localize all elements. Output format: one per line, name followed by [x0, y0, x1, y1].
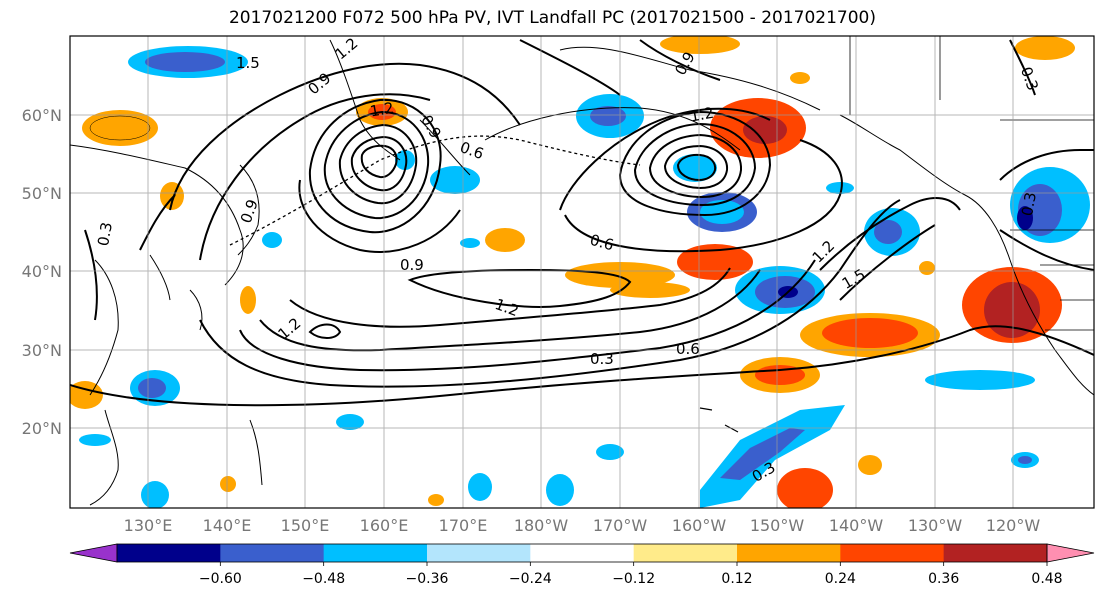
lat-label: 20°N	[22, 419, 62, 438]
colorbar-segment	[840, 544, 945, 562]
lon-label: 180°W	[514, 516, 569, 535]
colorbar-segment	[943, 544, 1048, 562]
colorbar-ticks: −0.60 −0.48 −0.36 −0.24 −0.12 0.12 0.24 0.36 0.4…	[199, 562, 1063, 587]
lon-label: 140°E	[203, 516, 252, 535]
colorbar: −0.60 −0.48 −0.36 −0.24 −0.12 0.12 0.24 0.36 0.4…	[69, 543, 1095, 587]
lon-label: 140°W	[829, 516, 884, 535]
colorbar-extend-low	[69, 543, 118, 563]
lat-label: 40°N	[22, 262, 62, 281]
colorbar-outline	[116, 543, 1048, 563]
lon-label: 160°W	[672, 516, 727, 535]
lat-label: 60°N	[22, 106, 62, 125]
colorbar-tick-label: −0.48	[302, 571, 345, 587]
colorbar-tick-label: 0.12	[721, 571, 752, 587]
colorbar-tick-label: −0.60	[199, 571, 242, 587]
latitude-labels: 60°N 50°N 40°N 30°N 20°N	[22, 106, 62, 438]
contour-label: 0.3	[94, 221, 116, 248]
lon-label: 150°E	[281, 516, 330, 535]
lon-label: 120°W	[986, 516, 1041, 535]
colorbar-tick-label: −0.24	[509, 571, 552, 587]
lon-label: 130°W	[908, 516, 963, 535]
coastlines	[70, 36, 1094, 506]
contour-label: 0.3	[590, 350, 614, 368]
track-line	[229, 135, 641, 246]
lon-label: 170°E	[439, 516, 488, 535]
colorbar-segment	[427, 544, 531, 562]
contour-label: 0.3	[1018, 191, 1040, 218]
colorbar-tick-label: −0.12	[612, 571, 655, 587]
longitude-labels: 130°E 140°E 150°E 160°E 170°E 180°W 170°…	[124, 516, 1041, 535]
colorbar-tick-label: 0.24	[825, 571, 856, 587]
colorbar-segment	[323, 544, 428, 562]
anomaly-shading	[70, 36, 1090, 508]
contour-label: 1.2	[369, 99, 396, 121]
colorbar-segment	[633, 544, 738, 562]
colorbar-segment	[117, 544, 221, 562]
lon-label: 160°E	[360, 516, 409, 535]
colorbar-segment	[220, 544, 325, 562]
colorbar-tick-label: −0.36	[406, 571, 449, 587]
contour-label: 1.2	[689, 104, 716, 126]
contour-label: 1.5	[236, 54, 260, 72]
colorbar-tick-label: 0.48	[1031, 571, 1062, 587]
lon-label: 150°W	[750, 516, 805, 535]
map-title: 2017021200 F072 500 hPa PV, IVT Landfall…	[228, 8, 876, 28]
map-border	[69, 35, 1095, 509]
lat-label: 50°N	[22, 184, 62, 203]
colorbar-tick-label: 0.36	[928, 571, 959, 587]
lon-label: 130°E	[124, 516, 173, 535]
contour-label: 0.9	[400, 256, 424, 274]
contour-label: 0.6	[588, 231, 616, 255]
colorbar-segments	[117, 544, 1048, 562]
colorbar-segment	[737, 544, 841, 562]
lat-label: 30°N	[22, 341, 62, 360]
lon-label: 170°W	[593, 516, 648, 535]
contour-label: 0.6	[676, 340, 700, 358]
colorbar-segment	[530, 544, 635, 562]
graticule	[70, 36, 1094, 508]
colorbar-extend-high	[1046, 543, 1095, 563]
